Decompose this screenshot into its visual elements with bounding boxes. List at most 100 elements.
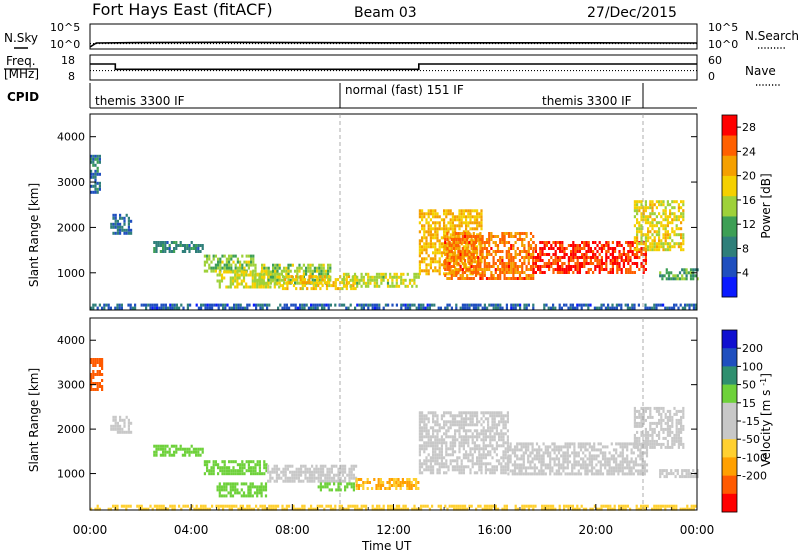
velocity-cell xyxy=(273,479,276,483)
velocity-cell xyxy=(267,470,270,474)
power-cell xyxy=(490,253,493,256)
power-cell xyxy=(434,269,437,273)
power-cell xyxy=(114,216,117,220)
power-cell xyxy=(631,241,634,244)
power-cell xyxy=(336,287,340,291)
power-colorbar-cells xyxy=(722,115,737,298)
velocity-cell xyxy=(619,454,622,458)
velocity-cell xyxy=(555,445,558,449)
power-cell xyxy=(532,277,535,280)
velocity-cell xyxy=(218,488,221,492)
power-cell xyxy=(481,271,484,274)
velocity-cell xyxy=(297,476,300,480)
power-cell xyxy=(188,244,191,247)
power-cell xyxy=(675,224,678,228)
power-cell xyxy=(223,270,226,274)
velocity-cell xyxy=(340,504,343,508)
velocity-cell xyxy=(449,435,452,439)
power-cell xyxy=(438,269,441,273)
power-cell xyxy=(287,269,290,273)
power-cell xyxy=(470,265,473,268)
noise-panel: N.Sky 10^5 10^0 10^5 10^0 N.Search xyxy=(4,21,799,51)
velocity-cell xyxy=(295,476,298,480)
power-cell xyxy=(317,278,320,282)
power-cell xyxy=(267,281,270,285)
velocity-cell xyxy=(628,466,631,470)
velocity-cell xyxy=(604,504,607,508)
velocity-region xyxy=(507,442,649,476)
velocity-cell xyxy=(101,385,104,388)
velocity-cell xyxy=(327,504,330,508)
velocity-cell xyxy=(319,482,322,486)
velocity-cell xyxy=(478,450,481,454)
velocity-cell xyxy=(491,465,494,469)
power-cell xyxy=(220,276,224,280)
power-cell xyxy=(288,306,291,310)
power-cell xyxy=(677,227,680,231)
power-cell xyxy=(227,270,230,274)
velocity-cell xyxy=(622,507,625,511)
power-cell xyxy=(307,266,310,270)
velocity-cell xyxy=(567,504,570,508)
velocity-cell xyxy=(563,507,566,511)
power-cell xyxy=(443,233,446,237)
power-cell xyxy=(445,230,448,234)
power-cell xyxy=(503,271,506,274)
velocity-cell xyxy=(601,472,605,476)
velocity-cell xyxy=(626,466,629,470)
power-cell xyxy=(501,265,504,268)
velocity-cell xyxy=(489,426,492,430)
power-cell xyxy=(585,271,588,274)
velocity-cell xyxy=(241,460,244,464)
velocity-cell xyxy=(612,466,616,470)
velocity-cell xyxy=(657,507,660,511)
velocity-cell xyxy=(471,411,474,415)
velocity-cell xyxy=(640,421,643,425)
power-cell xyxy=(443,251,446,255)
velocity-cell xyxy=(423,435,426,439)
power-cell xyxy=(327,263,330,267)
power-cell xyxy=(563,247,566,250)
velocity-cell xyxy=(366,487,369,490)
velocity-cell xyxy=(675,409,678,413)
power-cell xyxy=(434,215,437,219)
velocity-cell xyxy=(301,507,304,511)
velocity-cell xyxy=(564,466,567,470)
velocity-cell xyxy=(230,460,233,464)
power-cell xyxy=(276,266,279,270)
velocity-cell xyxy=(502,444,505,448)
power-cell xyxy=(481,253,484,256)
velocity-cell xyxy=(186,447,189,451)
power-cell xyxy=(481,277,484,280)
velocity-cell xyxy=(582,463,585,467)
velocity-cell xyxy=(469,468,472,472)
velocity-cell xyxy=(460,471,463,475)
power-cell xyxy=(434,224,437,228)
power-cell xyxy=(229,282,232,286)
noise-panel-frame xyxy=(89,23,698,50)
power-cell xyxy=(310,275,313,279)
power-cell xyxy=(347,306,350,310)
velocity-cell xyxy=(145,507,148,511)
velocity-cell xyxy=(267,467,270,471)
power-cell xyxy=(518,271,522,274)
power-cell xyxy=(583,256,586,259)
power-cell xyxy=(130,219,133,223)
velocity-cell xyxy=(672,472,675,476)
velocity-cell xyxy=(645,448,649,452)
power-cell xyxy=(332,281,335,285)
velocity-cell xyxy=(352,473,355,477)
velocity-cell xyxy=(655,409,658,413)
power-cell xyxy=(217,303,220,307)
power-cell xyxy=(352,287,355,291)
velocity-cell xyxy=(399,487,402,490)
power-cell xyxy=(525,253,528,256)
velocity-cell xyxy=(434,444,437,448)
velocity-cell xyxy=(642,406,645,410)
power-cell xyxy=(434,227,437,231)
power-cell xyxy=(527,274,530,277)
velocity-cell xyxy=(491,447,494,451)
power-cell xyxy=(339,287,342,291)
power-cell xyxy=(449,254,452,258)
velocity-cell xyxy=(228,507,231,511)
